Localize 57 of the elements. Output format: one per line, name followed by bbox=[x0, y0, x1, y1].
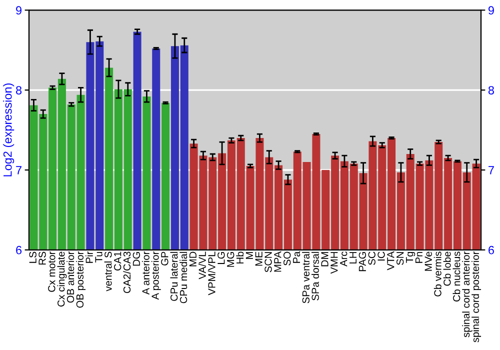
y2-tick-label: 8 bbox=[488, 86, 494, 94]
x-tick-label: LS bbox=[29, 252, 36, 263]
x-tick-label: SC bbox=[368, 252, 376, 265]
x-tick-label: VA/VL bbox=[198, 252, 206, 280]
y-tick-label: 9 bbox=[16, 6, 22, 15]
x-tick-label: spinal cord anterior bbox=[462, 251, 472, 338]
x-tick-label: GP bbox=[161, 252, 168, 266]
x-tick-label: Pa bbox=[293, 251, 300, 263]
y-tick-label: 6 bbox=[16, 246, 22, 254]
x-tick-label: Tu bbox=[95, 252, 102, 263]
x-tick-label: Pir bbox=[85, 251, 93, 263]
x-tick-label: PAG bbox=[358, 252, 366, 272]
x-tick-label: ventral S bbox=[104, 252, 112, 292]
x-tick-label: LH bbox=[350, 252, 356, 264]
x-tick-label: VPM/VPL bbox=[208, 252, 216, 296]
x-tick-label: OB anterior bbox=[66, 251, 74, 303]
x-tick-label: Arc bbox=[340, 252, 348, 266]
x-tick-label: CPu lateral bbox=[170, 252, 178, 301]
x-tick-label: SN bbox=[396, 252, 404, 265]
x-tick-label: Hb bbox=[236, 252, 244, 264]
x-tick-label: VTA bbox=[387, 251, 394, 270]
x-tick-label: Pn bbox=[415, 252, 422, 263]
x-tick-label: Cb lobe bbox=[443, 252, 451, 286]
x-tick-label: Cx motor bbox=[48, 251, 56, 292]
x-tick-label: spinal cord posterior bbox=[472, 251, 482, 342]
x-tick-label: M bbox=[246, 252, 253, 259]
y-tick-label: 7 bbox=[16, 166, 22, 174]
x-tick-label: MPA bbox=[274, 251, 282, 272]
x-tick-label: SPa ventral bbox=[302, 252, 310, 304]
x-tick-label: OB posterior bbox=[76, 251, 86, 308]
x-tick-label: A posterior bbox=[151, 251, 161, 300]
x-tick-label: IC bbox=[378, 252, 385, 260]
x-tick-label: DM bbox=[321, 252, 328, 266]
x-tick-label: Tg bbox=[406, 252, 416, 263]
x-tick-label: MG bbox=[227, 252, 234, 267]
x-tick-label: DG bbox=[132, 252, 140, 266]
x-tick-label: Cb vermis bbox=[434, 252, 442, 296]
x-tick-label: MVe bbox=[424, 252, 432, 271]
x-tick-label: LG bbox=[218, 252, 225, 264]
x-tick-label: CA2/CA3 bbox=[123, 252, 131, 294]
x-tick-label: A anterior bbox=[142, 251, 150, 295]
y-tick-label: 8 bbox=[16, 86, 22, 94]
x-tick-label: SPa dorsal bbox=[311, 252, 319, 300]
x-tick-label: CA1 bbox=[114, 252, 122, 270]
y2-tick-label: 9 bbox=[488, 6, 494, 15]
y-axis-title: Log2 (expression) bbox=[3, 84, 14, 176]
x-tick-label: VMH bbox=[330, 252, 338, 274]
y2-tick-label: 6 bbox=[488, 246, 494, 254]
x-tick-label: ME bbox=[255, 252, 262, 266]
x-tick-label: MD bbox=[189, 252, 196, 266]
y2-tick-label: 7 bbox=[488, 166, 494, 174]
x-tick-label: Cb nucleus bbox=[452, 252, 460, 302]
x-tick-label: RS bbox=[38, 252, 46, 265]
x-tick-label: SO bbox=[284, 252, 291, 266]
x-tick-label: CPu medial bbox=[180, 252, 188, 304]
x-tick-label: Cx cingulate bbox=[57, 252, 67, 307]
x-tick-label: SCN bbox=[264, 252, 272, 272]
